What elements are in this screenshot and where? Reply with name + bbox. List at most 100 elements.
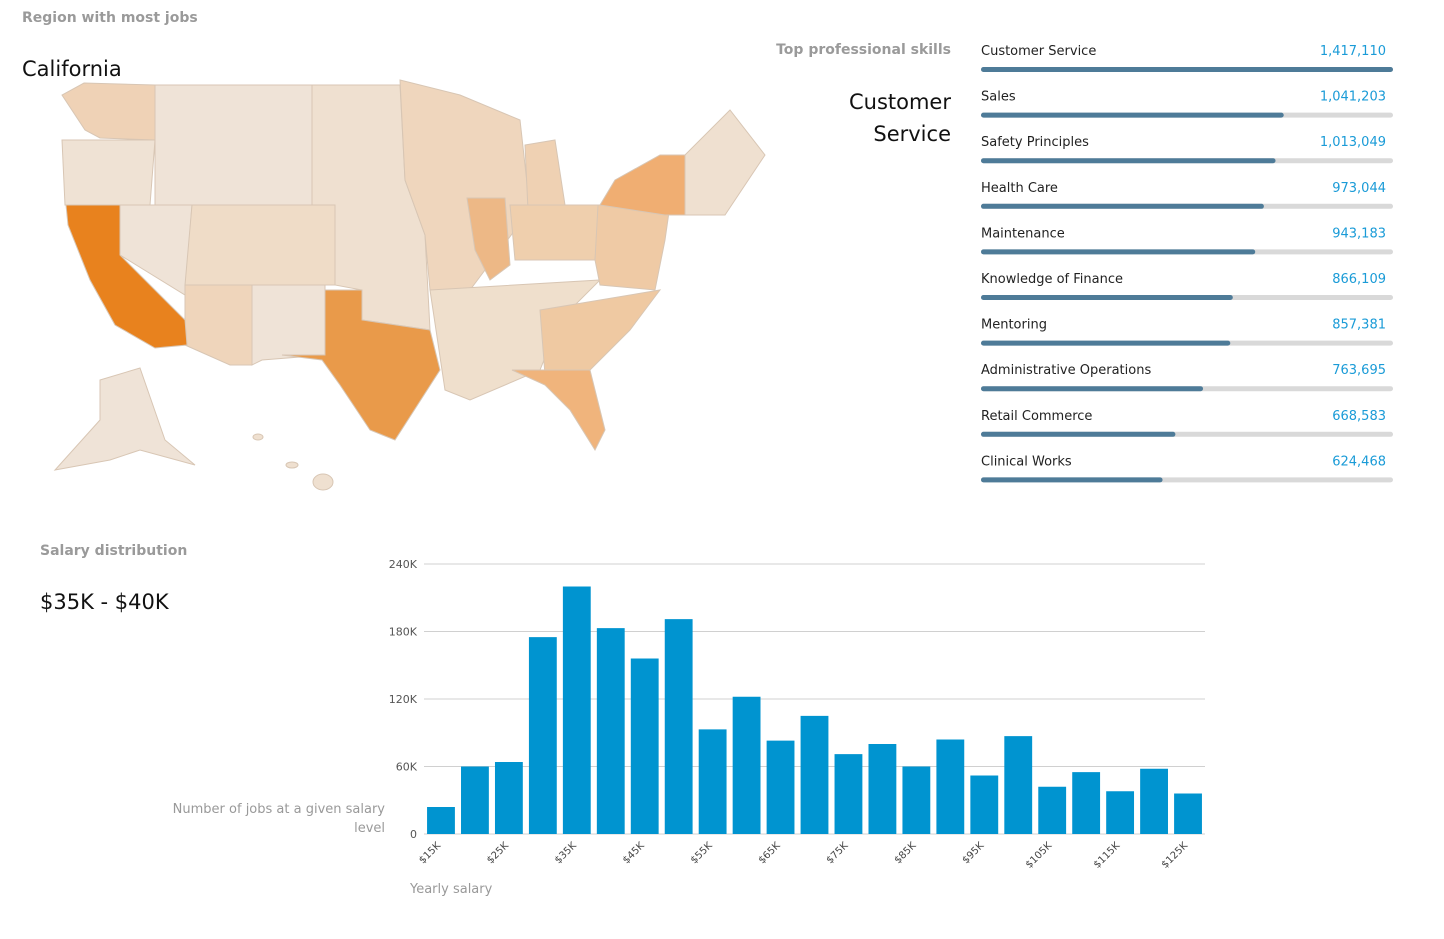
bar-label: Mentoring (981, 318, 1047, 333)
state[interactable] (312, 473, 334, 491)
value-label: 866,109 (1332, 272, 1386, 287)
bar (834, 754, 863, 834)
bar (970, 775, 999, 834)
x-tick-label: $55K (689, 840, 715, 866)
state[interactable] (594, 204, 671, 291)
map-value: California (22, 57, 122, 81)
value-label: 857,381 (1332, 318, 1386, 333)
bar (981, 431, 1176, 437)
bar (981, 203, 1264, 209)
bar-label: Safety Principles (981, 135, 1089, 150)
bar-label: Sales (981, 90, 1016, 105)
bar-label: Maintenance (981, 226, 1065, 241)
y-tick-label: 180K (389, 626, 418, 639)
state[interactable] (684, 109, 766, 216)
bar (981, 67, 1393, 72)
x-tick-label: $115K (1092, 840, 1123, 871)
bar (902, 766, 931, 834)
bar (981, 249, 1256, 255)
bar (981, 477, 1163, 483)
bar (981, 386, 1204, 392)
value-label: 943,183 (1332, 226, 1386, 241)
value-label: 1,013,049 (1320, 135, 1386, 150)
bar-label: Health Care (981, 181, 1058, 196)
x-tick-label: $75K (825, 840, 851, 866)
y-axis-label: Number of jobs at a given salary level (172, 802, 385, 836)
x-tick-label: $95K (960, 840, 986, 866)
bar (981, 158, 1276, 164)
value-label: 973,044 (1332, 181, 1386, 196)
bar (630, 658, 659, 834)
state[interactable] (285, 461, 299, 469)
bar (936, 739, 965, 834)
y-tick-label: 60K (396, 761, 418, 774)
bar-label: Clinical Works (981, 454, 1072, 469)
state[interactable] (466, 197, 511, 281)
bar (868, 744, 897, 834)
bar (596, 628, 625, 834)
bar (562, 586, 591, 834)
state[interactable] (599, 154, 686, 216)
bar (981, 112, 1284, 118)
state[interactable] (154, 84, 313, 221)
x-axis-label: Yearly salary (410, 882, 493, 897)
state[interactable] (53, 367, 196, 471)
state[interactable] (281, 289, 441, 441)
bar (698, 729, 727, 834)
state[interactable] (539, 289, 662, 376)
bar (461, 766, 489, 834)
bar (528, 637, 557, 834)
bar (800, 715, 829, 834)
state[interactable] (184, 204, 336, 286)
state[interactable] (61, 82, 156, 141)
bar (1004, 736, 1033, 834)
bar-label: Administrative Operations (981, 363, 1151, 378)
x-tick-label: $85K (893, 840, 919, 866)
salary-chart: 0 60K 120K 180K 240K $15K $25K $35K $45K $55K $65K… (389, 558, 1205, 871)
value-label: 1,041,203 (1320, 90, 1386, 105)
bar-label: Customer Service (981, 44, 1096, 59)
y-tick-label: 0 (410, 828, 417, 841)
skills-title: Top professional skills (776, 42, 951, 58)
bar (1174, 793, 1202, 834)
bar (732, 696, 761, 834)
bar (664, 619, 693, 834)
bar (494, 762, 523, 834)
bar (1106, 791, 1135, 834)
x-tick-label: $65K (757, 840, 783, 866)
x-tick-label: $15K (417, 840, 443, 866)
chart-subtitle: $35K - $40K (40, 590, 169, 614)
map-title: Region with most jobs (22, 10, 198, 26)
skills-chart: Customer Service 1,417,110 Sales 1,041,203 S… (981, 44, 1393, 483)
value-label: 763,695 (1332, 363, 1386, 378)
state[interactable] (252, 433, 264, 441)
bar (1072, 772, 1101, 834)
state[interactable] (184, 284, 253, 366)
x-tick-label: $45K (621, 840, 647, 866)
bar (1038, 786, 1067, 834)
state[interactable] (524, 139, 566, 211)
skills-value: Customer Service (848, 90, 951, 146)
y-tick-label: 240K (389, 558, 418, 571)
state[interactable] (65, 204, 188, 349)
value-label: 624,468 (1332, 454, 1386, 469)
bar (981, 295, 1233, 300)
us-map (53, 79, 766, 491)
state[interactable] (61, 139, 156, 206)
value-label: 1,417,110 (1320, 44, 1386, 59)
x-tick-label: $125K (1160, 840, 1191, 871)
bar (427, 807, 455, 834)
x-tick-label: $35K (553, 840, 579, 866)
x-tick-label: $105K (1024, 840, 1055, 871)
value-label: 668,583 (1332, 409, 1386, 424)
chart-title: Salary distribution (40, 543, 188, 559)
bar (981, 340, 1231, 346)
state[interactable] (511, 369, 606, 452)
bar (1140, 768, 1168, 834)
bar-label: Knowledge of Finance (981, 272, 1123, 287)
bar-label: Retail Commerce (981, 409, 1092, 424)
state[interactable] (509, 204, 601, 261)
state[interactable] (251, 284, 326, 366)
y-tick-label: 120K (389, 693, 418, 706)
